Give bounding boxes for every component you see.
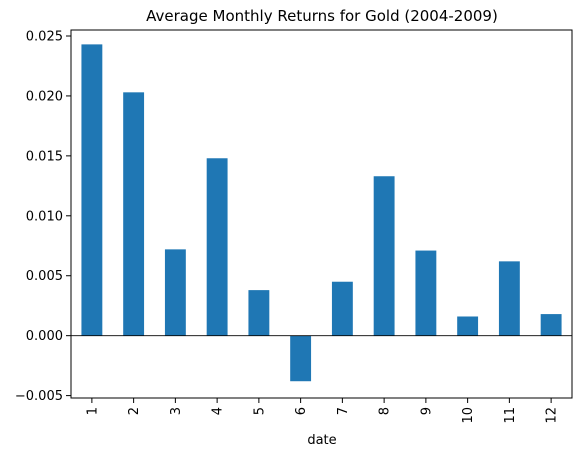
x-tick-label: 11	[503, 407, 518, 424]
x-tick-label: 7	[336, 407, 351, 415]
bar-11	[498, 261, 520, 336]
y-tick-label: 0.015	[26, 149, 63, 164]
bar-5	[248, 290, 270, 336]
x-tick-label: 9	[419, 407, 434, 415]
bar-4	[206, 158, 228, 336]
y-tick-label: −0.005	[15, 389, 63, 404]
bar-8	[373, 176, 395, 336]
y-tick-label: 0.010	[26, 209, 63, 224]
x-tick-label: 1	[85, 407, 100, 415]
y-tick-label: 0.020	[26, 89, 63, 104]
x-tick-label: 10	[461, 407, 476, 424]
x-tick-label: 6	[294, 407, 309, 415]
plot-area: 1 2 3 4 5 6 7 8 9 10 11 12−0.0050.0000.0050.0100.01…	[15, 29, 573, 424]
bar-9	[415, 250, 437, 336]
axes-frame	[70, 29, 573, 399]
bar-7	[331, 281, 353, 336]
y-tick-label: 0.000	[26, 329, 63, 344]
x-axis-label: date	[307, 433, 336, 448]
bar-3	[164, 249, 186, 336]
bar-6	[290, 335, 312, 382]
x-tick-label: 4	[211, 407, 226, 415]
bar-10	[457, 316, 479, 336]
x-tick-label: 2	[127, 407, 142, 415]
y-tick-label: 0.005	[26, 269, 63, 284]
x-tick-label: 8	[378, 407, 393, 415]
y-tick-label: 0.025	[26, 29, 63, 44]
x-tick-label: 12	[545, 407, 560, 424]
chart-title: Average Monthly Returns for Gold (2004-2…	[146, 7, 498, 25]
x-tick-label: 5	[252, 407, 267, 415]
bar-2	[123, 92, 145, 336]
bar-12	[540, 314, 562, 336]
bar-1	[81, 44, 103, 336]
x-tick-label: 3	[169, 407, 184, 415]
